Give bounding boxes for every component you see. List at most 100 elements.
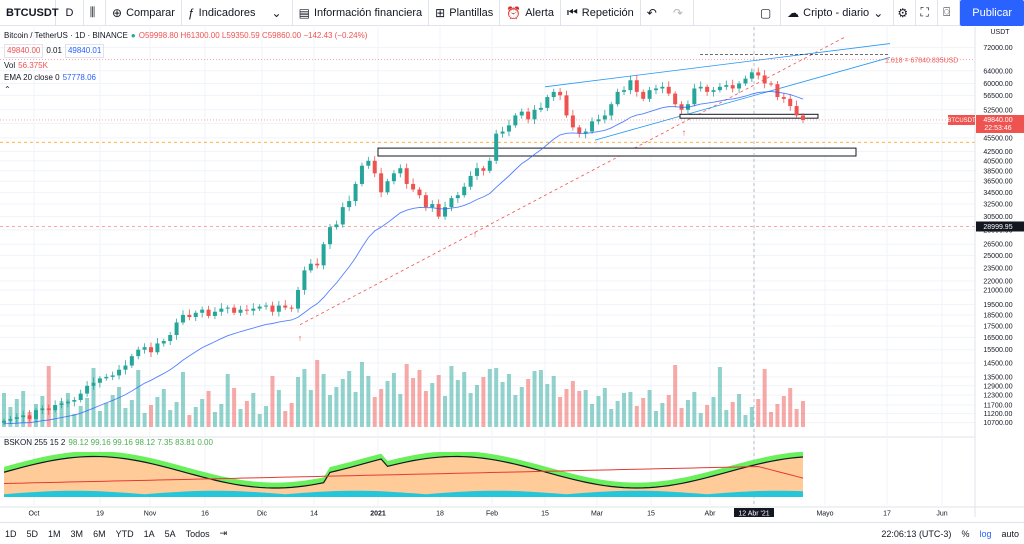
layout-button[interactable]: ☁ Cripto - diario ⌄ <box>781 0 895 26</box>
alert-button[interactable]: ⏰ Alerta <box>500 0 561 26</box>
compare-button[interactable]: ⊕ Comparar <box>106 0 182 26</box>
candle-body <box>660 86 665 89</box>
volume-bar <box>532 371 537 427</box>
candle-body <box>609 104 614 116</box>
time-tick-label: 15 <box>647 511 655 518</box>
range-button-5a[interactable]: 5A <box>164 528 176 539</box>
snapshot-button[interactable]: ⌼ <box>938 0 961 26</box>
percent-toggle[interactable]: % <box>961 528 970 539</box>
settings-button[interactable]: ⚙ <box>894 0 917 26</box>
price-tick-label: 12300.00 <box>983 393 1012 400</box>
time-tick-label: Oct <box>29 511 40 518</box>
templates-button[interactable]: ⊞ Plantillas <box>429 0 501 26</box>
templates-icon: ⊞ <box>435 5 446 20</box>
candle-body <box>232 307 237 313</box>
countdown-tag: 22:53:46 <box>984 125 1011 132</box>
volume-bar <box>136 370 141 427</box>
price-tick-label: 40500.00 <box>983 158 1012 165</box>
ask-box[interactable]: 49840.01 <box>64 44 105 58</box>
candle-body <box>308 263 313 271</box>
price-tick-label: 72000.00 <box>983 45 1012 52</box>
volume-bar <box>187 415 192 427</box>
candle-body <box>347 201 352 208</box>
candle-body <box>359 165 364 184</box>
channel-bottom-line <box>594 57 891 141</box>
publish-button[interactable]: Publicar <box>960 0 1024 26</box>
volume-bar <box>558 397 563 427</box>
volume-bar <box>110 395 115 427</box>
candle-body <box>321 244 326 266</box>
candle-body <box>327 227 332 245</box>
price-tick-label: 11200.00 <box>984 411 1013 418</box>
publish-label: Publicar <box>972 6 1012 19</box>
candle-body <box>33 410 38 419</box>
range-button-1d[interactable]: 1D <box>5 528 17 539</box>
osc-red-line <box>3 466 804 484</box>
clock[interactable]: 22:06:13 (UTC-3) <box>881 528 952 539</box>
interval-button[interactable]: D <box>56 0 84 26</box>
candle-body <box>276 305 281 312</box>
volume-bar <box>398 394 403 427</box>
range-button-1a[interactable]: 1A <box>143 528 155 539</box>
trendline-support <box>299 36 846 326</box>
goto-date-icon[interactable]: ⇥ <box>219 528 228 538</box>
candle-body <box>500 131 505 134</box>
volume-bar <box>104 403 109 427</box>
bskon-values: 98.12 99.16 99.16 98.12 7.35 83.81 0.00 <box>68 438 213 447</box>
price-tick-label: 52500.00 <box>983 107 1012 114</box>
fullscreen-button[interactable]: ⛶ <box>916 0 939 26</box>
candle-body <box>462 186 467 196</box>
candle-body <box>705 86 710 92</box>
volume-bar <box>14 399 19 427</box>
undo-button[interactable]: ↶ <box>641 0 667 26</box>
range-button-3m[interactable]: 3M <box>70 528 84 539</box>
range-button-6m[interactable]: 6M <box>93 528 106 539</box>
chart-type-button[interactable]: ⫼ <box>84 0 106 26</box>
auto-toggle[interactable]: auto <box>1001 528 1019 539</box>
volume-bar <box>564 389 569 427</box>
volume-bar <box>538 370 543 427</box>
bid-box[interactable]: 49840.00 <box>4 44 44 58</box>
range-button-ytd[interactable]: YTD <box>115 528 134 539</box>
time-tick-label: Mar <box>591 511 604 518</box>
candle-body <box>104 376 109 379</box>
candle-body <box>622 90 627 92</box>
fullscreen-rect-button[interactable]: ▢ <box>755 0 782 26</box>
volume-bar <box>775 404 780 427</box>
candle-body <box>296 289 301 309</box>
indicators-button[interactable]: ƒ Indicadores ⌄ <box>182 0 293 26</box>
symbol-label: BTCUSDT <box>6 6 59 19</box>
symbol-tag-bg <box>948 114 975 125</box>
redo-button[interactable]: ↷ <box>667 0 694 26</box>
replay-button[interactable]: ⏮ Repetición <box>561 0 641 26</box>
candle-body <box>142 347 147 350</box>
candle-body <box>475 168 480 176</box>
volume-bar <box>551 376 556 427</box>
volume-bar <box>417 370 422 427</box>
candle-body <box>647 90 652 99</box>
volume-bar <box>404 364 409 427</box>
range-button-1m[interactable]: 1M <box>48 528 61 539</box>
price-tick-label: 42500.00 <box>983 149 1012 156</box>
volume-bar <box>794 409 799 427</box>
candle-body <box>283 305 288 308</box>
time-tick-label: 19 <box>96 511 104 518</box>
candle-body <box>532 109 537 120</box>
financials-icon: ▤ <box>298 5 310 20</box>
range-button-5d[interactable]: 5D <box>26 528 39 539</box>
log-toggle[interactable]: log <box>979 528 992 539</box>
collapse-legend-icon[interactable]: ⌃ <box>4 85 11 94</box>
candle-body <box>711 90 716 92</box>
price-chart[interactable]: 1.618 = 67840.835USD ↑ ↑ ↑ 100.000.00 USDT 7… <box>0 27 1024 517</box>
candles-icon: ⫼ <box>89 5 96 19</box>
candle-body <box>174 322 179 336</box>
volume-bar <box>155 397 160 427</box>
candle-body <box>481 168 486 171</box>
range-button-todos[interactable]: Todos <box>185 528 210 539</box>
candle-body <box>206 309 211 316</box>
symbol-search[interactable]: BTCUSDT <box>0 0 59 26</box>
volume-bar <box>251 393 256 427</box>
financials-button[interactable]: ▤ Información financiera <box>293 0 430 26</box>
candle-body <box>666 86 671 94</box>
volume-bar <box>59 401 64 427</box>
